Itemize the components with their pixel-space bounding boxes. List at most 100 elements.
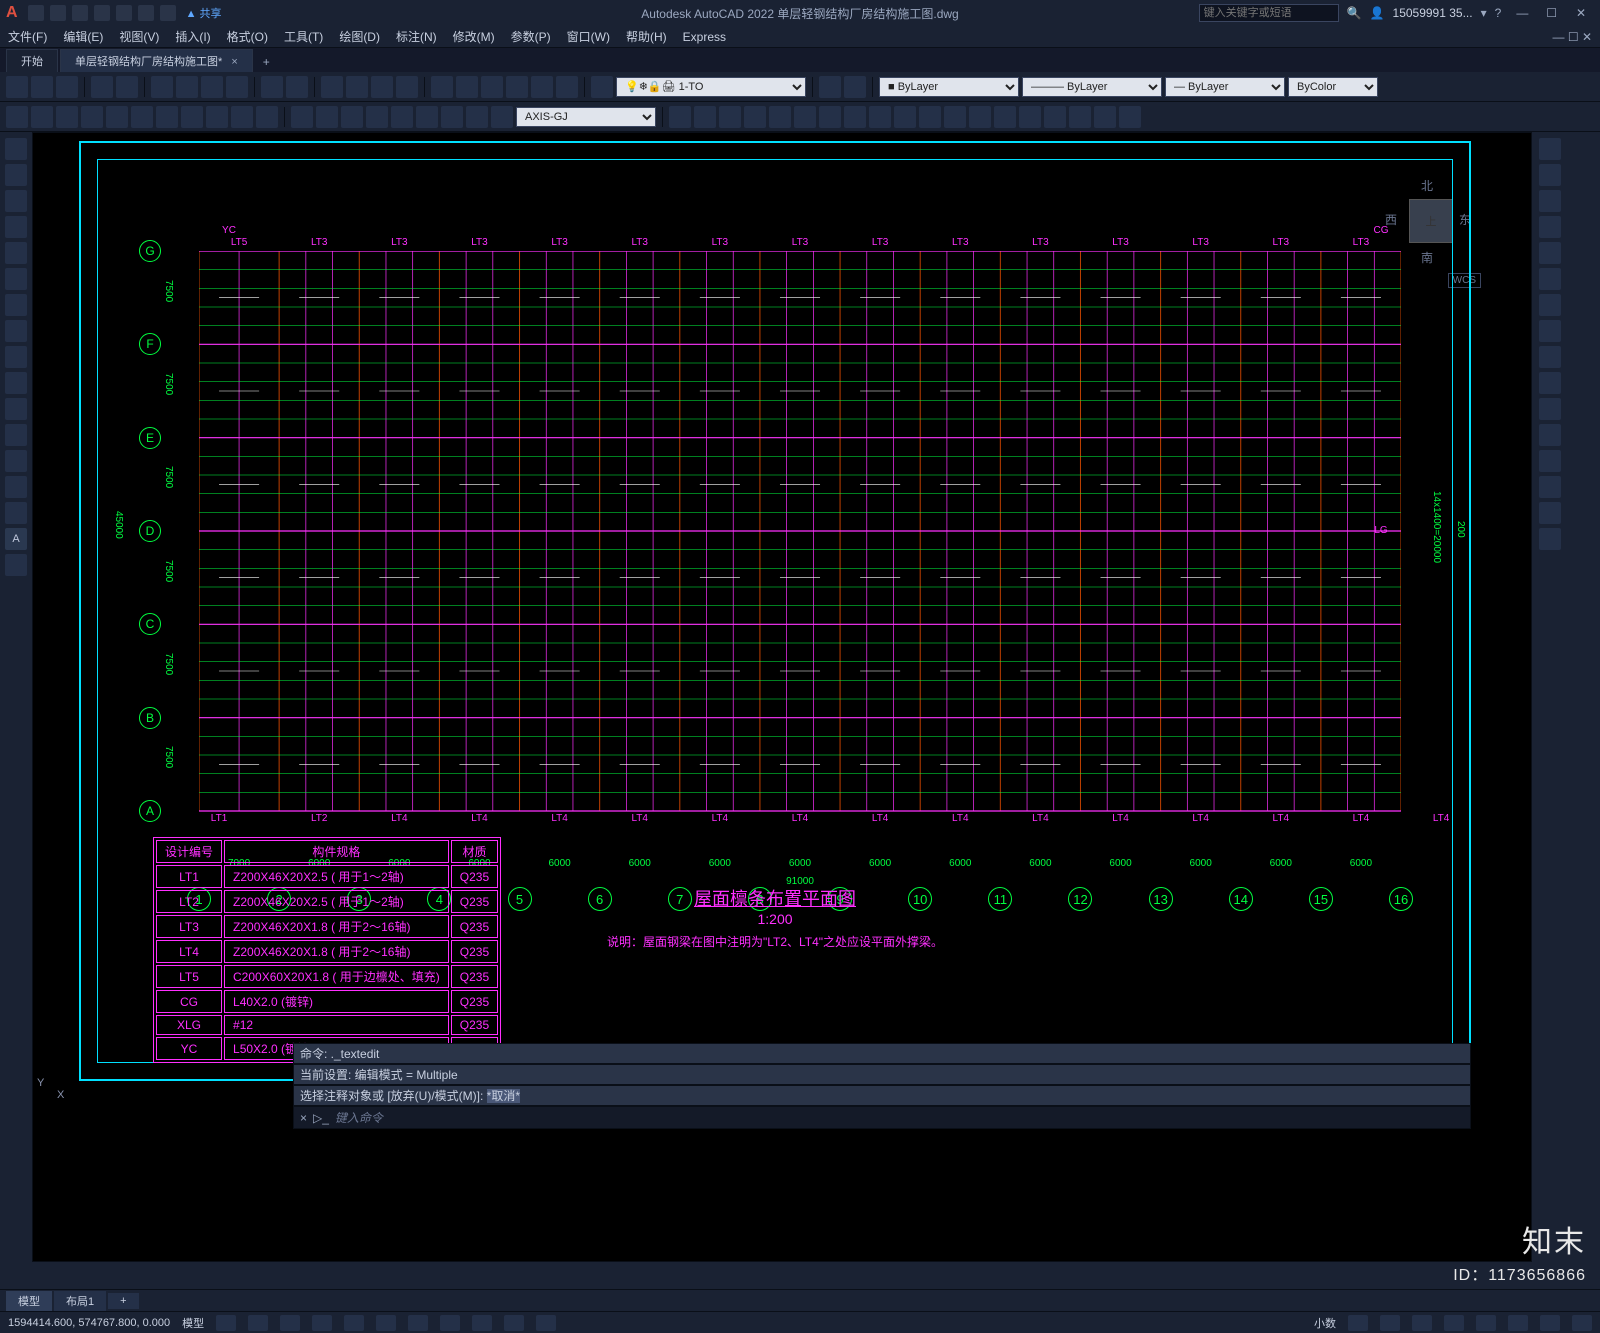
qat-new-icon[interactable] bbox=[28, 5, 44, 21]
status-grid-icon[interactable] bbox=[216, 1315, 236, 1331]
hatch-icon[interactable] bbox=[5, 424, 27, 446]
spline-icon[interactable] bbox=[5, 320, 27, 342]
minimize-button[interactable]: — bbox=[1509, 6, 1535, 20]
extend-icon[interactable] bbox=[1539, 398, 1561, 420]
center-mark-icon[interactable] bbox=[366, 106, 388, 128]
et-icon[interactable] bbox=[1094, 106, 1116, 128]
qat-open-icon[interactable] bbox=[50, 5, 66, 21]
dim-jogged-icon[interactable] bbox=[131, 106, 153, 128]
qat-undo-icon[interactable] bbox=[138, 5, 154, 21]
et-icon[interactable] bbox=[769, 106, 791, 128]
mtext-icon[interactable]: A bbox=[5, 528, 27, 550]
zoom-prev-icon[interactable] bbox=[396, 76, 418, 98]
command-input[interactable]: × ▷_ 键入命令 bbox=[293, 1106, 1471, 1129]
inspect-icon[interactable] bbox=[391, 106, 413, 128]
et-icon[interactable] bbox=[994, 106, 1016, 128]
scale-icon[interactable] bbox=[1539, 320, 1561, 342]
ray-icon[interactable] bbox=[5, 372, 27, 394]
status-ws-icon[interactable] bbox=[1412, 1315, 1432, 1331]
status-transparency-icon[interactable] bbox=[536, 1315, 556, 1331]
array-icon[interactable] bbox=[1539, 242, 1561, 264]
zoom-window-icon[interactable] bbox=[371, 76, 393, 98]
et-icon[interactable] bbox=[844, 106, 866, 128]
open-icon[interactable] bbox=[31, 76, 53, 98]
mirror-icon[interactable] bbox=[1539, 190, 1561, 212]
et-icon[interactable] bbox=[1119, 106, 1141, 128]
menu-item[interactable]: 参数(P) bbox=[511, 28, 551, 45]
design-center-icon[interactable] bbox=[456, 76, 478, 98]
copy-obj-icon[interactable] bbox=[1539, 164, 1561, 186]
tolerance-icon[interactable] bbox=[341, 106, 363, 128]
status-monitor-icon[interactable] bbox=[1444, 1315, 1464, 1331]
et-icon[interactable] bbox=[1044, 106, 1066, 128]
dim-diameter-icon[interactable] bbox=[156, 106, 178, 128]
share-link[interactable]: ▲ 共享 bbox=[186, 5, 222, 21]
dim-baseline-icon[interactable] bbox=[231, 106, 253, 128]
menu-item[interactable]: 标注(N) bbox=[396, 28, 437, 45]
qat-redo-icon[interactable] bbox=[160, 5, 176, 21]
lineweight-dropdown[interactable]: — ByLayer bbox=[1165, 77, 1285, 97]
dim-linear-icon[interactable] bbox=[6, 106, 28, 128]
dim-ordinate-icon[interactable] bbox=[81, 106, 103, 128]
cut-icon[interactable] bbox=[151, 76, 173, 98]
fillet-icon[interactable] bbox=[1539, 502, 1561, 524]
dim-edit-icon[interactable] bbox=[441, 106, 463, 128]
menu-item[interactable]: 视图(V) bbox=[119, 28, 159, 45]
rectangle-icon[interactable] bbox=[5, 242, 27, 264]
layer-manager-icon[interactable] bbox=[591, 76, 613, 98]
arc-icon[interactable] bbox=[5, 216, 27, 238]
xline-icon[interactable] bbox=[5, 346, 27, 368]
trim-icon[interactable] bbox=[1539, 372, 1561, 394]
status-osnap-icon[interactable] bbox=[344, 1315, 364, 1331]
et-icon[interactable] bbox=[894, 106, 916, 128]
et-icon[interactable] bbox=[744, 106, 766, 128]
rotate-icon[interactable] bbox=[1539, 294, 1561, 316]
layout-tab-layout1[interactable]: 布局1 bbox=[54, 1291, 106, 1311]
dim-quick-icon[interactable] bbox=[206, 106, 228, 128]
dim-continue-icon[interactable] bbox=[256, 106, 278, 128]
command-window[interactable]: 命令: ._textedit 当前设置: 编辑模式 = Multiple 选择注… bbox=[293, 1043, 1471, 1129]
layer-dropdown[interactable]: 💡❄🔒🖨 1-TO bbox=[616, 77, 806, 97]
dim-angular-icon[interactable] bbox=[181, 106, 203, 128]
menu-item[interactable]: 工具(T) bbox=[284, 28, 323, 45]
dim-space-icon[interactable] bbox=[291, 106, 313, 128]
print-icon[interactable] bbox=[91, 76, 113, 98]
table-icon[interactable] bbox=[5, 502, 27, 524]
jog-line-icon[interactable] bbox=[416, 106, 438, 128]
properties-icon[interactable] bbox=[431, 76, 453, 98]
et-icon[interactable] bbox=[719, 106, 741, 128]
calc-icon[interactable] bbox=[556, 76, 578, 98]
erase-icon[interactable] bbox=[1539, 138, 1561, 160]
menu-item[interactable]: 帮助(H) bbox=[626, 28, 667, 45]
menu-item[interactable]: 绘图(D) bbox=[339, 28, 380, 45]
status-lwt-icon[interactable] bbox=[504, 1315, 524, 1331]
point-icon[interactable] bbox=[5, 398, 27, 420]
status-polar-icon[interactable] bbox=[312, 1315, 332, 1331]
qat-save-icon[interactable] bbox=[72, 5, 88, 21]
dim-tedit-icon[interactable] bbox=[466, 106, 488, 128]
pline-icon[interactable] bbox=[5, 164, 27, 186]
new-tab-button[interactable]: + bbox=[255, 52, 278, 72]
gradient-icon[interactable] bbox=[5, 450, 27, 472]
status-hw-icon[interactable] bbox=[1508, 1315, 1528, 1331]
status-dyn-icon[interactable] bbox=[472, 1315, 492, 1331]
status-units[interactable]: 小数 bbox=[1314, 1315, 1336, 1331]
help-search-input[interactable] bbox=[1199, 4, 1339, 22]
menu-item[interactable]: 插入(I) bbox=[175, 28, 210, 45]
search-icon[interactable]: 🔍 bbox=[1347, 6, 1362, 20]
markup-icon[interactable] bbox=[531, 76, 553, 98]
ellipse-icon[interactable] bbox=[5, 294, 27, 316]
matchprop-icon[interactable] bbox=[226, 76, 248, 98]
et-icon[interactable] bbox=[1019, 106, 1041, 128]
move-icon[interactable] bbox=[1539, 268, 1561, 290]
status-qp-icon[interactable] bbox=[1348, 1315, 1368, 1331]
file-tab-start[interactable]: 开始 bbox=[6, 49, 58, 72]
status-anno-icon[interactable] bbox=[1380, 1315, 1400, 1331]
close-button[interactable]: ✕ bbox=[1568, 6, 1594, 20]
preview-icon[interactable] bbox=[116, 76, 138, 98]
stretch-icon[interactable] bbox=[1539, 346, 1561, 368]
status-otrack-icon[interactable] bbox=[408, 1315, 428, 1331]
command-close-icon[interactable]: × bbox=[300, 1111, 307, 1125]
save-icon[interactable] bbox=[56, 76, 78, 98]
dim-update-icon[interactable] bbox=[491, 106, 513, 128]
